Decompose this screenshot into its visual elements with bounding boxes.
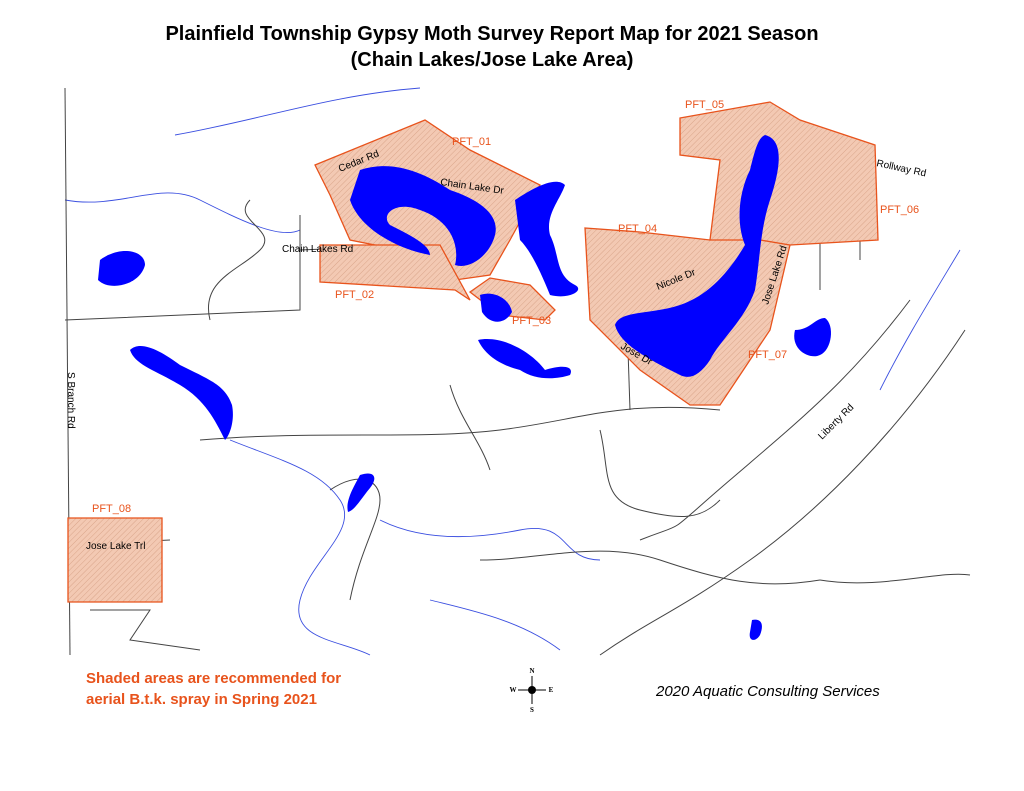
legend-note: Shaded areas are recommended for [86,670,341,687]
road-label: S Branch Rd [65,372,76,429]
road-label: Liberty Rd [816,402,856,442]
road [449,384,491,471]
road [599,429,721,518]
road [627,349,631,411]
road [479,550,821,585]
road-label: Jose Lake Trl [86,541,145,552]
road [207,199,266,321]
compass-letter: W [510,686,517,694]
compass-letter: S [530,706,534,714]
map: PFT_01 PFT_02 PFT_03 PFT_04 PFT_05 PFT_0… [64,87,971,656]
road [639,299,911,541]
lake [615,135,779,377]
road [819,573,971,584]
road-label: Rollway Rd [875,158,927,179]
spray-zone [679,101,879,246]
zone-label: PFT_01 [452,136,491,148]
road [599,329,966,656]
stream [879,249,961,391]
compass: N S E W [510,667,554,714]
lake [98,250,145,286]
stream [229,439,371,656]
credit: 2020 Aquatic Consulting Services [655,683,880,700]
zone-label: PFT_08 [92,503,131,515]
title-line-2: (Chain Lakes/Jose Lake Area) [351,49,634,71]
zone-label: PFT_07 [748,349,787,361]
lake [515,181,579,297]
road [819,240,861,290]
stream [429,599,561,651]
lake [347,473,375,512]
stream [379,519,601,561]
road-label: Chain Lakes Rd [282,244,353,255]
legend-note: aerial B.t.k. spray in Spring 2021 [86,691,317,708]
lake [478,339,571,379]
title-line-1: Plainfield Township Gypsy Moth Survey Re… [165,23,818,45]
spray-zone [67,517,163,603]
zone-label: PFT_05 [685,99,724,111]
zone-label: PFT_03 [512,315,551,327]
road [329,478,381,601]
zone-label: PFT_02 [335,289,374,301]
lake [480,293,512,322]
lake [130,345,233,440]
road [64,215,301,321]
stream [64,192,301,234]
road [199,406,721,441]
lake [749,619,762,640]
zone-label: PFT_04 [618,223,657,235]
compass-letter: N [529,667,534,675]
compass-letter: E [549,686,554,694]
zone-label: PFT_06 [880,204,919,216]
lake [794,318,832,357]
lake [350,166,496,266]
road [90,609,201,651]
stream [174,87,421,136]
